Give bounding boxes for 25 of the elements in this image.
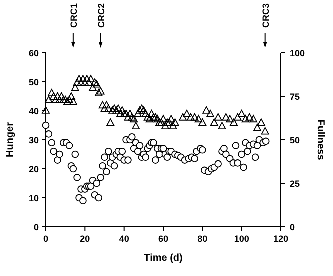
y2-tick-label: 0 — [290, 222, 296, 232]
y2-axis-title: Fullness — [315, 120, 326, 161]
y-tick-label: 30 — [28, 136, 39, 146]
y2-tick-label: 50 — [290, 136, 300, 146]
annotation: CRC2 — [96, 3, 106, 28]
y-tick-label: 50 — [28, 78, 39, 88]
y2-tick-label: 75 — [290, 92, 300, 102]
y-axis-title: Hunger — [5, 122, 16, 158]
y-tick-label: 60 — [28, 48, 39, 58]
y2-tick-label: 100 — [290, 48, 306, 58]
x-tick-label: 0 — [43, 234, 49, 244]
x-tick-label: 60 — [158, 234, 169, 244]
annotation: CRC1 — [68, 3, 79, 28]
y2-tick-label: 25 — [290, 179, 300, 189]
x-tick-label: 100 — [234, 234, 250, 244]
y-tick-label: 20 — [28, 164, 39, 174]
y-tick-label: 40 — [28, 106, 39, 116]
annotation: CRC3 — [260, 3, 271, 28]
x-tick-label: 20 — [80, 234, 90, 244]
x-tick-label: 120 — [273, 234, 289, 244]
x-tick-label: 80 — [198, 234, 208, 244]
y-tick-label: 10 — [28, 194, 39, 204]
x-tick-label: 40 — [119, 234, 130, 244]
x-axis-title: Time (d) — [144, 253, 183, 264]
y-tick-label: 0 — [34, 222, 39, 232]
